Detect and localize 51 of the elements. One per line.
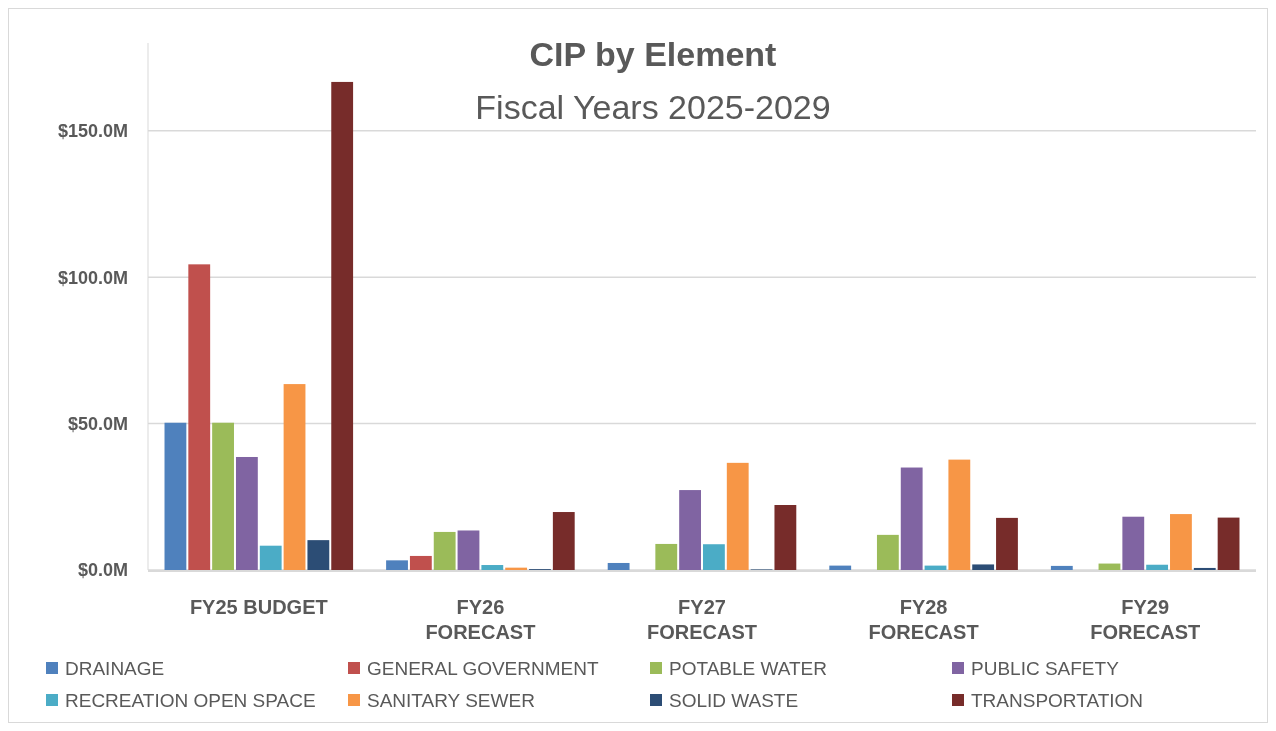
bar [331, 81, 354, 570]
bar [552, 512, 575, 570]
bar [900, 467, 923, 570]
x-tick-label: FY29 FORECAST [1090, 596, 1201, 643]
bar [1146, 564, 1169, 570]
bar [607, 562, 630, 570]
legend-label: SOLID WASTE [669, 689, 799, 711]
bar [1217, 517, 1240, 570]
legend-label: RECREATION OPEN SPACE [65, 689, 316, 711]
bar [774, 505, 797, 570]
bar [703, 544, 725, 570]
bar [1193, 567, 1216, 570]
bar [948, 459, 971, 570]
bar [235, 456, 258, 570]
x-tick-label: FY27 FORECAST [647, 596, 757, 643]
x-tick-label: FY25 BUDGET [189, 596, 328, 618]
legend-label: TRANSPORTATION [971, 689, 1144, 711]
bar [481, 565, 504, 570]
legend-label: PUBLIC SAFETY [971, 657, 1120, 679]
bar [829, 565, 852, 570]
bar [457, 530, 480, 570]
bar [212, 422, 234, 570]
bar [386, 560, 408, 570]
legend-label: POTABLE WATER [669, 657, 828, 679]
bar [1050, 565, 1073, 570]
bar [726, 462, 749, 570]
bar [972, 564, 995, 570]
bar [655, 543, 678, 570]
bar [996, 517, 1018, 570]
legend-label: DRAINAGE [65, 657, 165, 679]
y-tick-label: $0.0M [77, 560, 128, 581]
y-tick-label: $50.0M [67, 413, 128, 434]
bar [188, 264, 211, 570]
chart-title: CIP by Element [529, 35, 777, 73]
bar [679, 490, 701, 570]
bar [259, 545, 282, 570]
y-tick-label: $100.0M [57, 267, 128, 288]
bar [433, 531, 456, 570]
x-tick-label: FY28 FORECAST [868, 596, 979, 643]
bar [164, 422, 187, 570]
bar [307, 540, 330, 570]
legend-label: SANITARY SEWER [367, 689, 535, 711]
bar [1122, 516, 1145, 570]
x-tick-label: FY26 FORECAST [425, 596, 536, 643]
bar [409, 555, 432, 570]
bar [1170, 514, 1192, 570]
text: Fiscal Years 2025-2029 [475, 88, 831, 126]
bar [283, 384, 306, 570]
bar [876, 534, 899, 570]
y-tick-label: $150.0M [57, 121, 128, 142]
legend-label: GENERAL GOVERNMENT [367, 657, 599, 679]
